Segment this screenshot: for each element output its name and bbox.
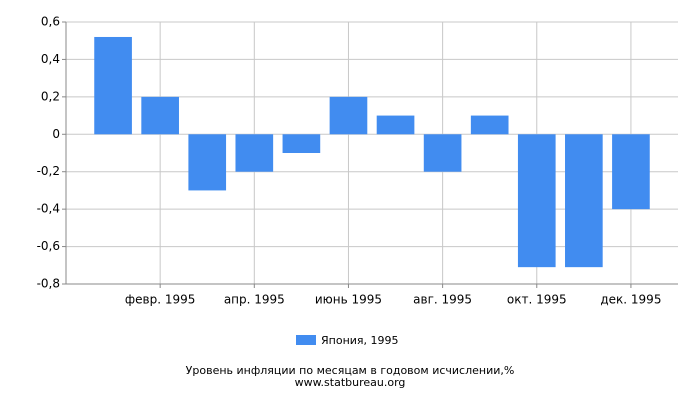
y-tick-label: 0 xyxy=(52,127,60,141)
source: www.statbureau.org xyxy=(295,376,406,389)
x-tick-label: июнь 1995 xyxy=(315,293,382,307)
chart-title: Уровень инфляции по месяцам в годовом ис… xyxy=(186,364,515,377)
bar xyxy=(235,134,274,172)
bar xyxy=(423,134,462,172)
bar xyxy=(141,96,179,135)
x-tick-label: февр. 1995 xyxy=(125,293,196,307)
x-tick-label: окт. 1995 xyxy=(507,293,567,307)
bar xyxy=(282,134,321,153)
bar xyxy=(612,134,650,210)
bar xyxy=(329,96,368,135)
x-tick-label: апр. 1995 xyxy=(224,293,285,307)
bar xyxy=(376,115,415,135)
bar xyxy=(188,134,227,191)
y-tick-label: 0,4 xyxy=(41,52,60,66)
bar xyxy=(517,134,556,268)
y-tick-label: -0,6 xyxy=(37,239,60,253)
bar xyxy=(94,36,132,135)
y-tick-label: -0,2 xyxy=(37,164,60,178)
y-tick-label: -0,8 xyxy=(37,277,60,291)
bar xyxy=(565,134,603,268)
legend-swatch xyxy=(296,335,316,345)
y-tick-label: 0,6 xyxy=(41,15,60,29)
x-tick-label: авг. 1995 xyxy=(413,293,472,307)
legend-label: Япония, 1995 xyxy=(321,334,399,347)
y-tick-label: 0,2 xyxy=(41,89,60,103)
y-tick-label: -0,4 xyxy=(37,202,60,216)
bar xyxy=(470,115,509,135)
x-tick-label: дек. 1995 xyxy=(600,293,661,307)
